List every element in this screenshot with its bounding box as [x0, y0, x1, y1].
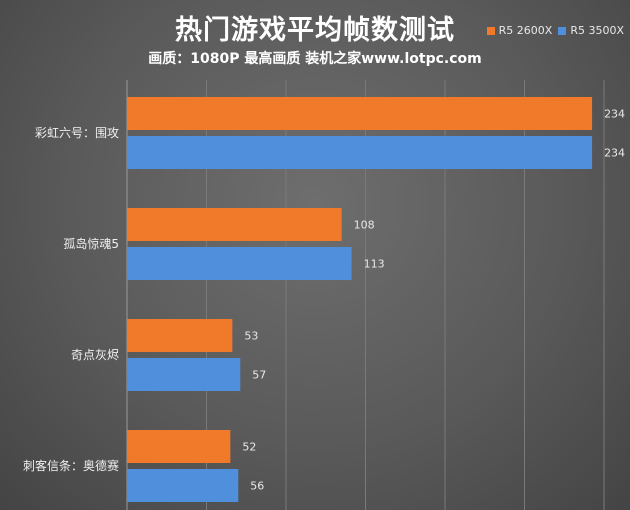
chart-subtitle: 画质：1080P 最高画质 装机之家www.lotpc.com	[148, 51, 482, 67]
category-label-3: 刺客信条：奥德赛	[23, 458, 119, 473]
legend-swatch-series-0	[486, 26, 495, 35]
value-label-2-series-1: 57	[252, 369, 266, 382]
category-label-0: 彩虹六号：围攻	[35, 126, 119, 140]
value-label-3-series-1: 56	[250, 480, 264, 493]
bar-0-series-1	[127, 136, 593, 169]
chart-title: 热门游戏平均帧数测试	[175, 15, 455, 46]
bar-2-series-1	[127, 358, 241, 391]
bar-1-series-1	[127, 247, 352, 280]
bar-2-series-0	[127, 319, 233, 352]
value-label-1-series-0: 108	[354, 219, 375, 232]
legend-label-series-1: R5 3500X	[570, 24, 624, 37]
legend-label-series-0: R5 2600X	[498, 24, 553, 37]
value-label-0-series-0: 234	[604, 108, 625, 121]
bar-0-series-0	[127, 97, 593, 130]
chart-legend: R5 2600X R5 3500X	[486, 24, 624, 37]
value-label-0-series-1: 234	[604, 147, 625, 160]
bar-3-series-0	[127, 430, 231, 463]
category-label-1: 孤岛惊魂5	[63, 236, 119, 251]
legend-item-series-1: R5 3500X	[558, 24, 624, 37]
legend-swatch-series-1	[558, 26, 567, 35]
category-label-2: 奇点灰烬	[71, 348, 119, 362]
value-label-2-series-0: 53	[244, 330, 258, 343]
bar-1-series-0	[127, 208, 342, 241]
value-label-3-series-0: 52	[242, 441, 256, 454]
value-label-1-series-1: 113	[364, 258, 385, 271]
legend-item-series-0: R5 2600X	[486, 24, 553, 37]
bar-3-series-1	[127, 469, 239, 502]
